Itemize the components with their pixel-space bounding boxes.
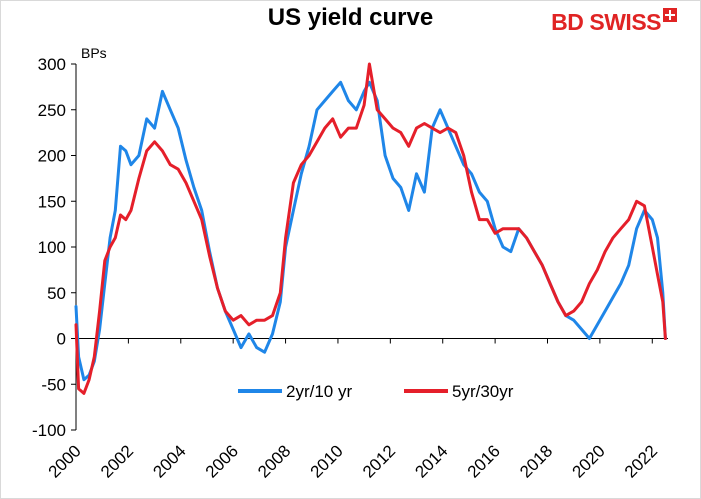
x-tick-label: 2000 — [45, 441, 85, 481]
x-tick-label: 2010 — [307, 441, 347, 481]
x-tick-label: 2006 — [202, 441, 242, 481]
x-tick-label: 2022 — [621, 441, 661, 481]
x-tick-label: 2002 — [97, 441, 137, 481]
legend-label: 2yr/10 yr — [286, 382, 352, 401]
x-tick-label: 2016 — [464, 441, 504, 481]
y-tick-label: -50 — [41, 375, 66, 394]
series-line-2yr-10yr — [74, 80, 667, 382]
y-tick-label: 0 — [57, 330, 66, 349]
x-tick-label: 2018 — [516, 441, 556, 481]
logo-bd: BD — [551, 9, 584, 35]
series-group — [74, 62, 667, 395]
chart-title: US yield curve — [267, 4, 434, 31]
y-tick-label: 300 — [38, 55, 66, 74]
y-tick-label: 200 — [38, 147, 66, 166]
y-tick-label: 250 — [38, 101, 66, 120]
y-axis-unit-label: BPs — [81, 45, 107, 61]
y-tick-label: 100 — [38, 238, 66, 257]
series-line-5yr-30yr — [74, 62, 667, 395]
x-tick-label: 2020 — [569, 441, 609, 481]
x-tick-label: 2004 — [149, 441, 189, 481]
x-tick-label: 2012 — [359, 441, 399, 481]
x-tick-label: 2008 — [254, 441, 294, 481]
swiss-cross-icon — [663, 7, 677, 22]
y-tick-label: 150 — [38, 192, 66, 211]
bdswiss-logo: BD SWISS — [551, 7, 677, 36]
legend: 2yr/10 yr 5yr/30yr — [238, 382, 514, 401]
axes: -100 -50 0 50 100 150 200 250 300 BPs 2000 2002 2004… — [32, 45, 668, 482]
y-tick-label: -100 — [32, 421, 66, 440]
logo-swiss: SWISS — [589, 9, 661, 35]
legend-label: 5yr/30yr — [452, 382, 514, 401]
x-tick-label: 2014 — [411, 441, 451, 481]
y-tick-label: 50 — [47, 284, 66, 303]
